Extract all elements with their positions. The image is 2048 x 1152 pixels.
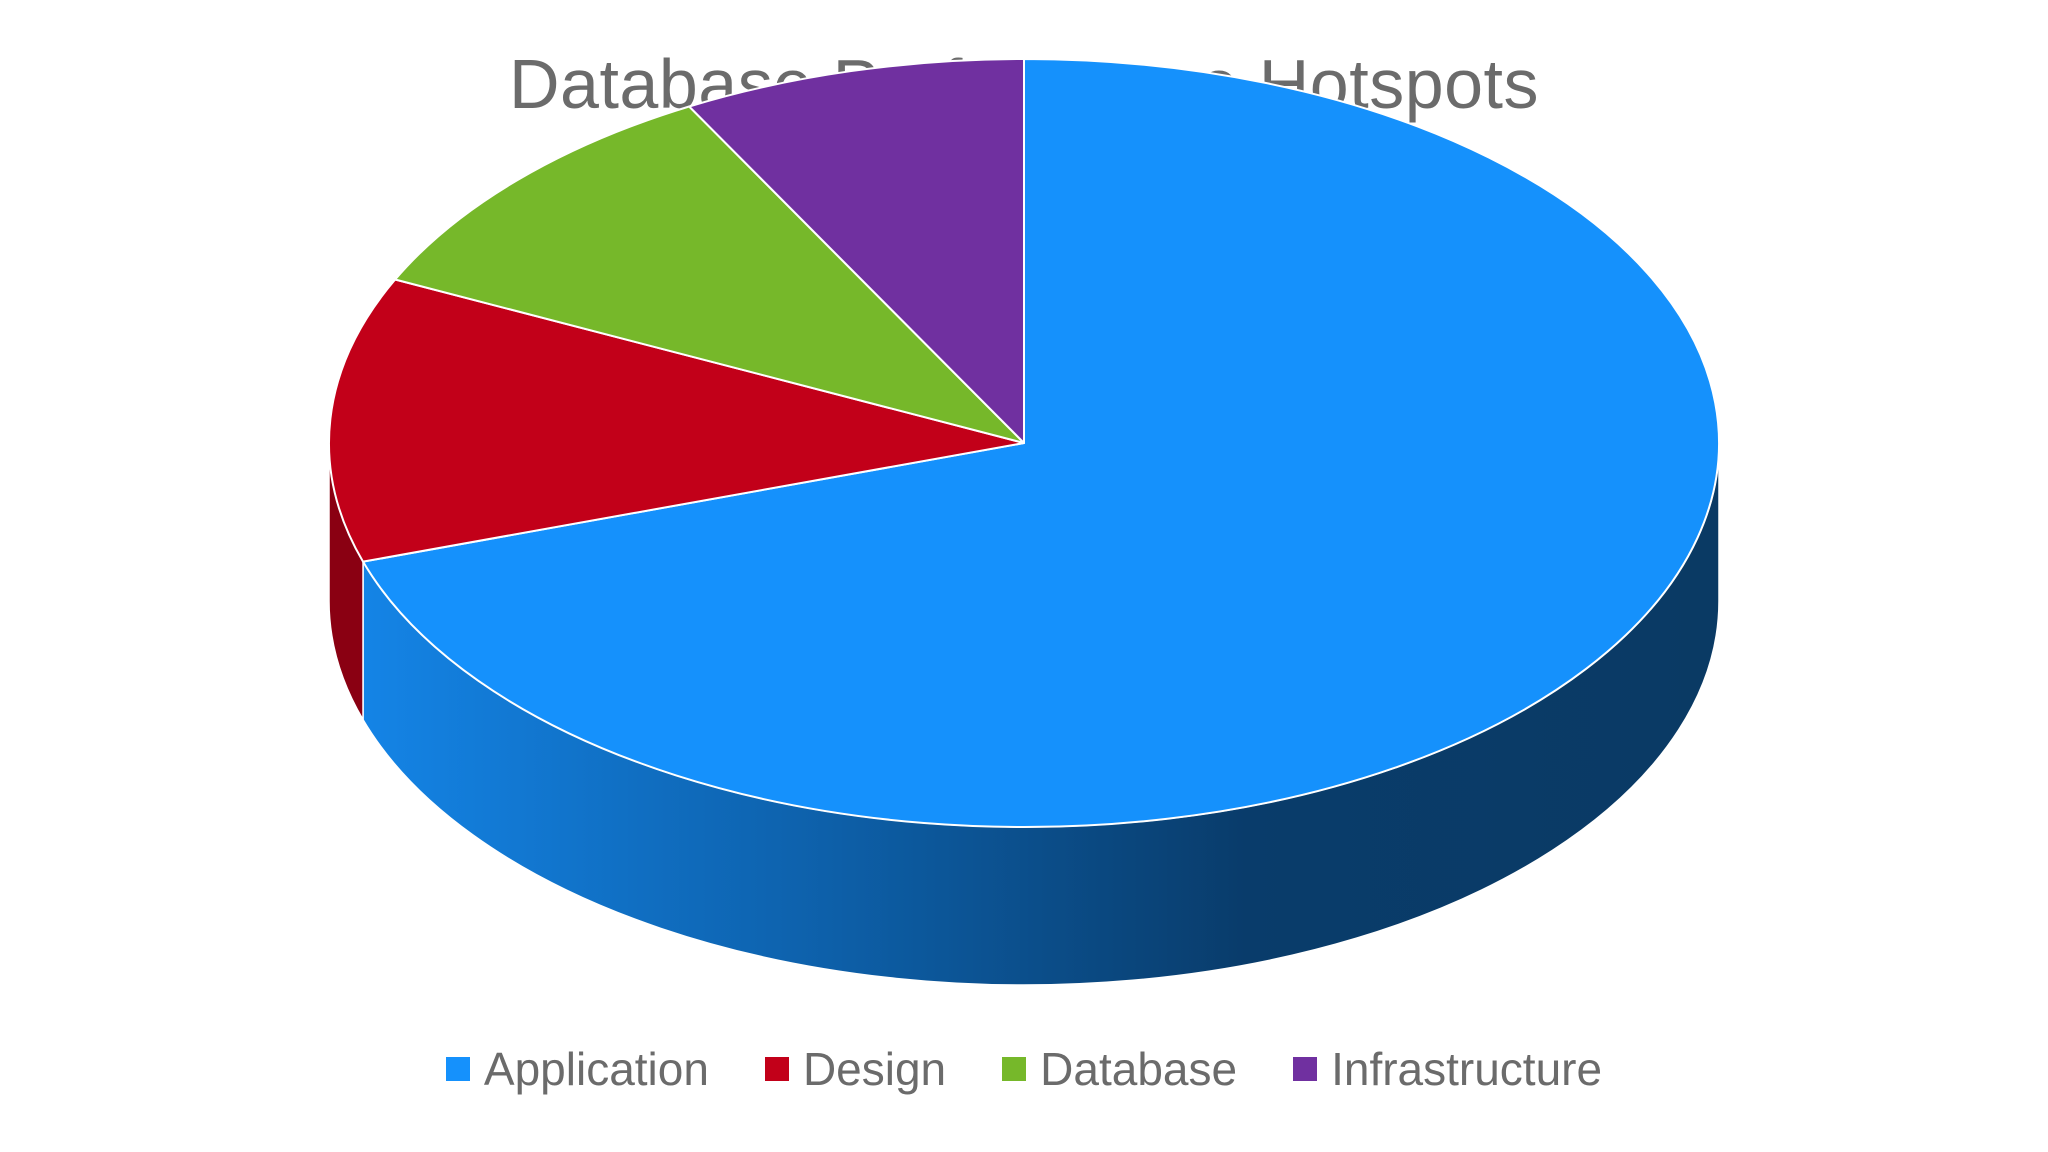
legend-label: Application <box>483 1043 709 1095</box>
pie-slice-database <box>394 105 1025 444</box>
legend-item-application: Application <box>445 1042 709 1096</box>
pie-slice-application <box>362 58 1721 828</box>
legend-label: Database <box>1040 1043 1238 1095</box>
legend-swatch <box>1002 1057 1027 1081</box>
legend-label: Design <box>802 1043 947 1095</box>
legend-item-database: Database <box>1002 1042 1237 1096</box>
legend-swatch <box>445 1057 470 1081</box>
pie-tops <box>328 58 1721 828</box>
pie-slice-design <box>328 278 1025 563</box>
legend-swatch <box>764 1057 789 1081</box>
legend-label: Infrastructure <box>1331 1043 1603 1095</box>
legend-item-infrastructure: Infrastructure <box>1293 1042 1602 1096</box>
legend-item-design: Design <box>764 1042 947 1096</box>
pie-slice-infrastructure <box>688 58 1025 444</box>
legend-swatch <box>1293 1057 1318 1081</box>
legend: Application Design Database Infrastructure <box>0 1042 2048 1096</box>
